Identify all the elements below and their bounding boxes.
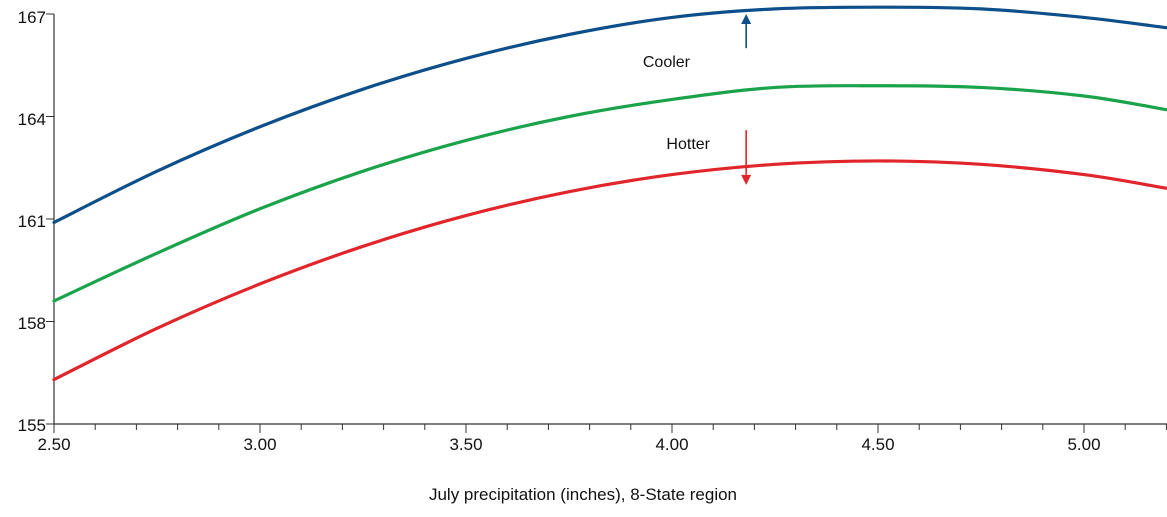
series-line-0: [52, 5, 1167, 225]
x-tick-label: 4.00: [655, 435, 688, 454]
x-tick-label: 3.00: [243, 435, 276, 454]
annotation-arrow-head-1: [741, 174, 752, 185]
x-tick-label: 4.50: [861, 435, 894, 454]
y-axis: 155 158 161 164 167: [18, 8, 55, 435]
y-tick-label: 167: [18, 8, 46, 27]
y-tick-label: 164: [18, 110, 46, 129]
x-tick-label: 3.50: [449, 435, 482, 454]
x-tick-label: 2.50: [37, 435, 70, 454]
annotation-cooler: Cooler: [643, 54, 691, 71]
series-line-1: [52, 84, 1167, 303]
y-tick-label: 155: [18, 416, 46, 435]
x-tick-label: 5.00: [1067, 435, 1100, 454]
y-tick-label: 161: [18, 212, 46, 231]
x-axis-title: July precipitation (inches), 8-State reg…: [429, 485, 737, 504]
y-tick-label: 158: [18, 314, 46, 333]
annotation-arrow-head-0: [741, 14, 752, 24]
x-axis: 2.50 3.00 3.50 4.00 4.50 5.00: [37, 423, 1167, 454]
y-ticks: [46, 13, 54, 425]
annotation-hotter: Hotter: [666, 136, 710, 153]
series-group: [52, 5, 1167, 382]
annotation-group: Cooler Hotter: [643, 14, 752, 185]
x-ticks: [53, 424, 1167, 433]
series-line-2: [52, 159, 1167, 382]
